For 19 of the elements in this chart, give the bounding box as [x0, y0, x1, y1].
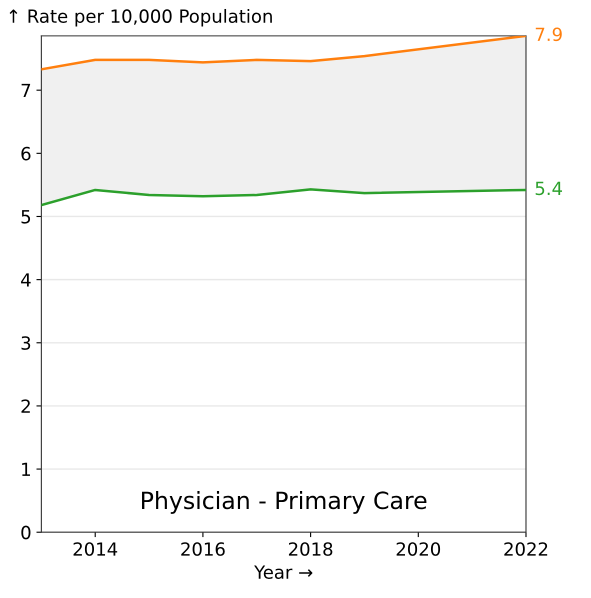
y-tick-label: 4	[21, 273, 31, 286]
y-tick-label: 2	[21, 399, 30, 413]
annotation: Physician - Primary Care	[142, 491, 426, 514]
y-tick-label: 5	[22, 210, 30, 224]
x-tick-label: 2020	[396, 542, 440, 556]
y-tick-label: 6	[21, 146, 31, 160]
data-label: 7.9	[536, 27, 562, 42]
y-tick-label: 1	[22, 462, 30, 476]
x-tick-label: 2018	[288, 542, 332, 556]
y-axis-title: ↑ Rate per 10,000 Population	[10, 8, 272, 26]
y-tick-label: 7	[22, 84, 30, 98]
x-tick-label: 2014	[74, 542, 118, 556]
y-tick-label: 0	[21, 526, 30, 540]
x-tick-label: 2016	[181, 542, 225, 556]
x-axis-title: Year →	[254, 566, 312, 579]
x-tick-label: 2022	[504, 542, 548, 556]
y-tick-label: 3	[22, 336, 30, 350]
data-label: 5.4	[536, 182, 562, 196]
line-series	[41, 188, 526, 206]
